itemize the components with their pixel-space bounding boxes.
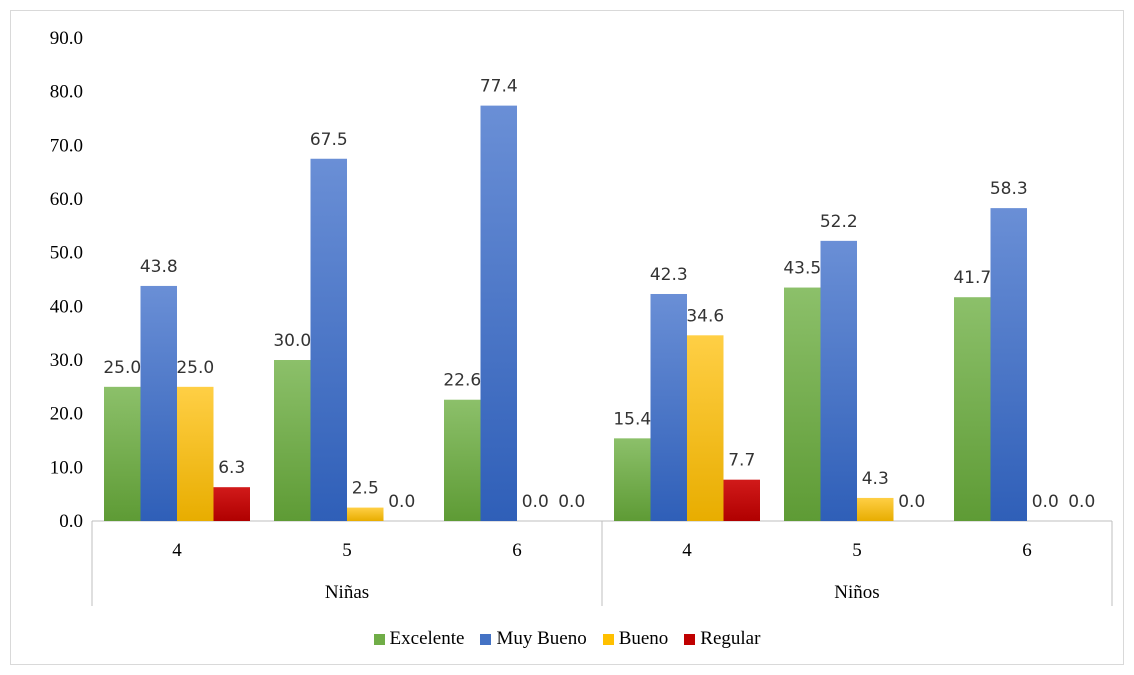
- y-tick-label: 80.0: [50, 82, 83, 103]
- bar-excelente: [104, 386, 141, 521]
- bar-regular: [723, 479, 760, 521]
- data-label: 42.3: [650, 265, 688, 285]
- data-label: 25.0: [176, 358, 214, 378]
- y-tick-label: 10.0: [50, 457, 83, 478]
- x-axis: 4 5 6 Niñas 4 5 6 Niños: [91, 520, 1113, 606]
- data-label: 0.0: [1068, 492, 1095, 512]
- y-tick-label: 50.0: [50, 243, 83, 264]
- data-label: 41.7: [953, 268, 991, 288]
- x-category-label: 4: [682, 540, 692, 561]
- x-category-label: 5: [342, 540, 352, 561]
- legend-swatch: [480, 633, 492, 645]
- bars: [104, 105, 1027, 522]
- data-label: 43.5: [783, 259, 821, 279]
- data-label: 34.6: [686, 306, 724, 326]
- bar-bueno: [857, 497, 894, 521]
- bar-muy-bueno: [990, 208, 1027, 521]
- data-label: 0.0: [558, 492, 585, 512]
- legend-swatch: [602, 633, 614, 645]
- legend-item: Regular: [684, 628, 760, 650]
- data-label: 15.4: [613, 409, 651, 429]
- y-tick-label: 70.0: [50, 135, 83, 156]
- bar-muy-bueno: [820, 240, 857, 522]
- data-label: 6.3: [218, 458, 245, 478]
- x-category-label: 6: [512, 540, 522, 561]
- x-group-label: Niñas: [325, 582, 369, 603]
- bar-muy-bueno: [140, 285, 177, 521]
- data-label: 67.5: [310, 130, 348, 150]
- bar-excelente: [444, 399, 481, 521]
- data-label: 22.6: [443, 371, 481, 391]
- bar-regular: [213, 487, 250, 521]
- data-label: 2.5: [352, 479, 379, 499]
- legend-label: Bueno: [618, 628, 669, 649]
- data-label: 58.3: [990, 179, 1028, 199]
- y-tick-label: 0.0: [59, 511, 83, 532]
- bar-excelente: [614, 438, 651, 521]
- bar-excelente: [784, 287, 821, 521]
- data-label: 0.0: [522, 492, 549, 512]
- y-tick-label: 30.0: [50, 350, 83, 371]
- legend-item: Excelente: [373, 628, 465, 650]
- legend-label: Regular: [700, 628, 761, 649]
- data-label: 30.0: [273, 331, 311, 351]
- y-tick-label: 40.0: [50, 296, 83, 317]
- legend-label: Muy Bueno: [496, 628, 587, 649]
- x-category-label: 6: [1022, 540, 1032, 561]
- y-tick-label: 60.0: [50, 189, 83, 210]
- chart-frame: [10, 10, 1124, 665]
- bar-excelente: [954, 297, 991, 521]
- bar-bueno: [177, 386, 214, 521]
- bar-bueno: [687, 335, 724, 521]
- data-label: 0.0: [898, 492, 925, 512]
- bar-muy-bueno: [310, 158, 347, 521]
- legend-label: Excelente: [389, 628, 465, 649]
- y-tick-label: 20.0: [50, 404, 83, 425]
- legend-item: Muy Bueno: [480, 628, 587, 650]
- bar-bueno: [347, 507, 384, 521]
- bar-muy-bueno: [650, 293, 687, 521]
- data-label: 0.0: [1032, 492, 1059, 512]
- legend-swatch: [684, 633, 696, 645]
- data-label: 4.3: [862, 469, 889, 489]
- legend-swatch: [373, 633, 385, 645]
- data-label: 7.7: [728, 451, 755, 471]
- data-labels: 25.0 43.8 25.0 6.3 30.0 67.5 2.5 0.0 22.6 77.4 0.0…: [103, 77, 1095, 512]
- bar-muy-bueno: [480, 105, 517, 522]
- y-axis: 0.0 10.0 20.0 30.0 40.0 50.0 60.0 70.0 80.0 90.0: [50, 28, 83, 532]
- bar-excelente: [274, 360, 311, 521]
- x-category-label: 5: [852, 540, 862, 561]
- legend: Excelente Muy Bueno Bueno Regular: [0, 628, 1134, 651]
- data-label: 43.8: [140, 257, 178, 277]
- data-label: 25.0: [103, 358, 141, 378]
- data-label: 0.0: [388, 492, 415, 512]
- y-tick-label: 90.0: [50, 28, 83, 49]
- x-group-label: Niños: [834, 582, 879, 603]
- data-label: 77.4: [480, 77, 518, 97]
- legend-item: Bueno: [602, 628, 669, 650]
- x-category-label: 4: [172, 540, 182, 561]
- data-label: 52.2: [820, 212, 858, 232]
